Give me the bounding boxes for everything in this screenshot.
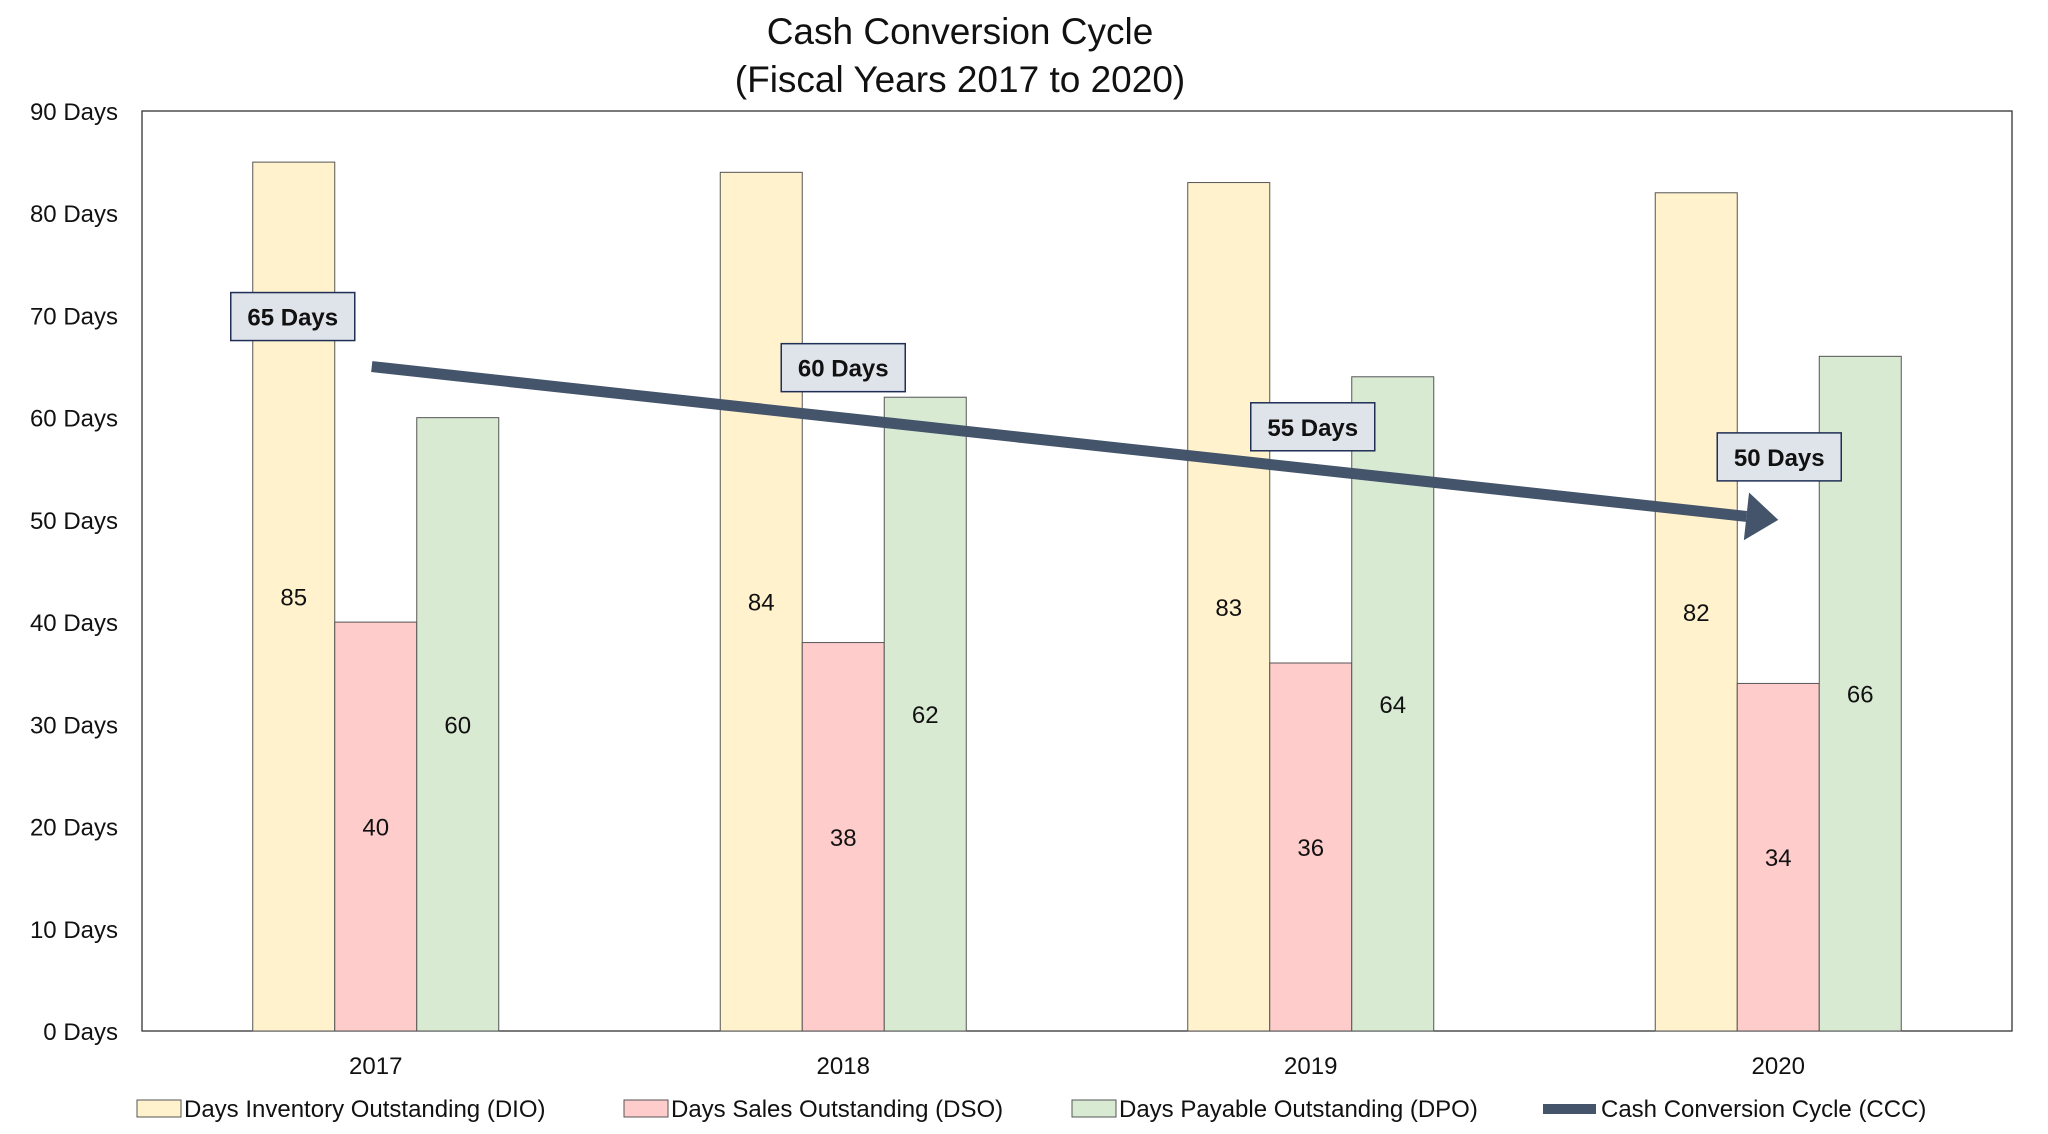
ccc-data-label: 55 Days — [1267, 415, 1358, 442]
y-tick-label: 30 Days — [30, 712, 118, 739]
y-tick-label: 10 Days — [30, 917, 118, 944]
x-tick-label: 2019 — [1284, 1053, 1337, 1080]
ccc-data-label: 50 Days — [1734, 445, 1825, 472]
bar — [1269, 662, 1353, 1032]
bar-data-label: 83 — [1215, 595, 1242, 622]
y-tick-label: 50 Days — [30, 508, 118, 535]
legend-label: Days Inventory Outstanding (DIO) — [184, 1096, 545, 1123]
ccc-data-label-box — [230, 291, 356, 342]
bar-data-label: 60 — [444, 712, 471, 739]
bar-data-label: 84 — [748, 590, 775, 617]
y-tick-label: 70 Days — [30, 303, 118, 330]
plot-area — [141, 110, 2013, 1032]
y-tick-label: 0 Days — [43, 1019, 118, 1046]
ccc-data-label-box — [780, 342, 906, 393]
y-tick-label: 20 Days — [30, 815, 118, 842]
y-tick-label: 90 Days — [30, 99, 118, 126]
bar-data-label: 40 — [362, 815, 389, 842]
y-tick-label: 80 Days — [30, 201, 118, 228]
chart-subtitle: (Fiscal Years 2017 to 2020) — [735, 59, 1185, 100]
bar — [883, 396, 967, 1032]
ccc-data-label-box — [1716, 432, 1842, 482]
y-tick-label: 60 Days — [30, 406, 118, 433]
ccc-arrow-line — [371, 361, 1748, 522]
bar-data-label: 38 — [830, 825, 857, 852]
bar-data-label: 85 — [280, 585, 307, 612]
bar — [1187, 182, 1271, 1032]
ccc-arrow-head — [1743, 492, 1779, 541]
chart-title: Cash Conversion Cycle — [767, 11, 1154, 52]
bar-data-label: 66 — [1847, 682, 1874, 709]
bar-data-label: 62 — [912, 702, 939, 729]
x-tick-label: 2020 — [1752, 1053, 1805, 1080]
bar — [334, 621, 418, 1032]
legend-label: Cash Conversion Cycle (CCC) — [1601, 1096, 1926, 1123]
legend-label: Days Payable Outstanding (DPO) — [1119, 1096, 1478, 1123]
bar — [719, 171, 803, 1032]
bar-data-label: 82 — [1683, 600, 1710, 627]
bar — [1736, 682, 1820, 1032]
ccc-data-label: 60 Days — [798, 356, 889, 383]
bar — [416, 417, 500, 1032]
bar-data-label: 36 — [1297, 835, 1324, 862]
bar-data-label: 64 — [1379, 692, 1406, 719]
ccc-data-label-box — [1250, 402, 1376, 452]
bar-data-label: 34 — [1765, 845, 1792, 872]
bar — [1654, 192, 1738, 1032]
x-tick-label: 2018 — [817, 1053, 870, 1080]
ccc-data-label: 65 Days — [247, 305, 338, 332]
y-tick-label: 40 Days — [30, 610, 118, 637]
bar — [801, 642, 885, 1032]
legend-swatch — [623, 1099, 669, 1118]
x-tick-label: 2017 — [349, 1053, 402, 1080]
legend-swatch — [136, 1099, 182, 1118]
legend-swatch — [1071, 1099, 1117, 1118]
legend-label: Days Sales Outstanding (DSO) — [671, 1096, 1003, 1123]
